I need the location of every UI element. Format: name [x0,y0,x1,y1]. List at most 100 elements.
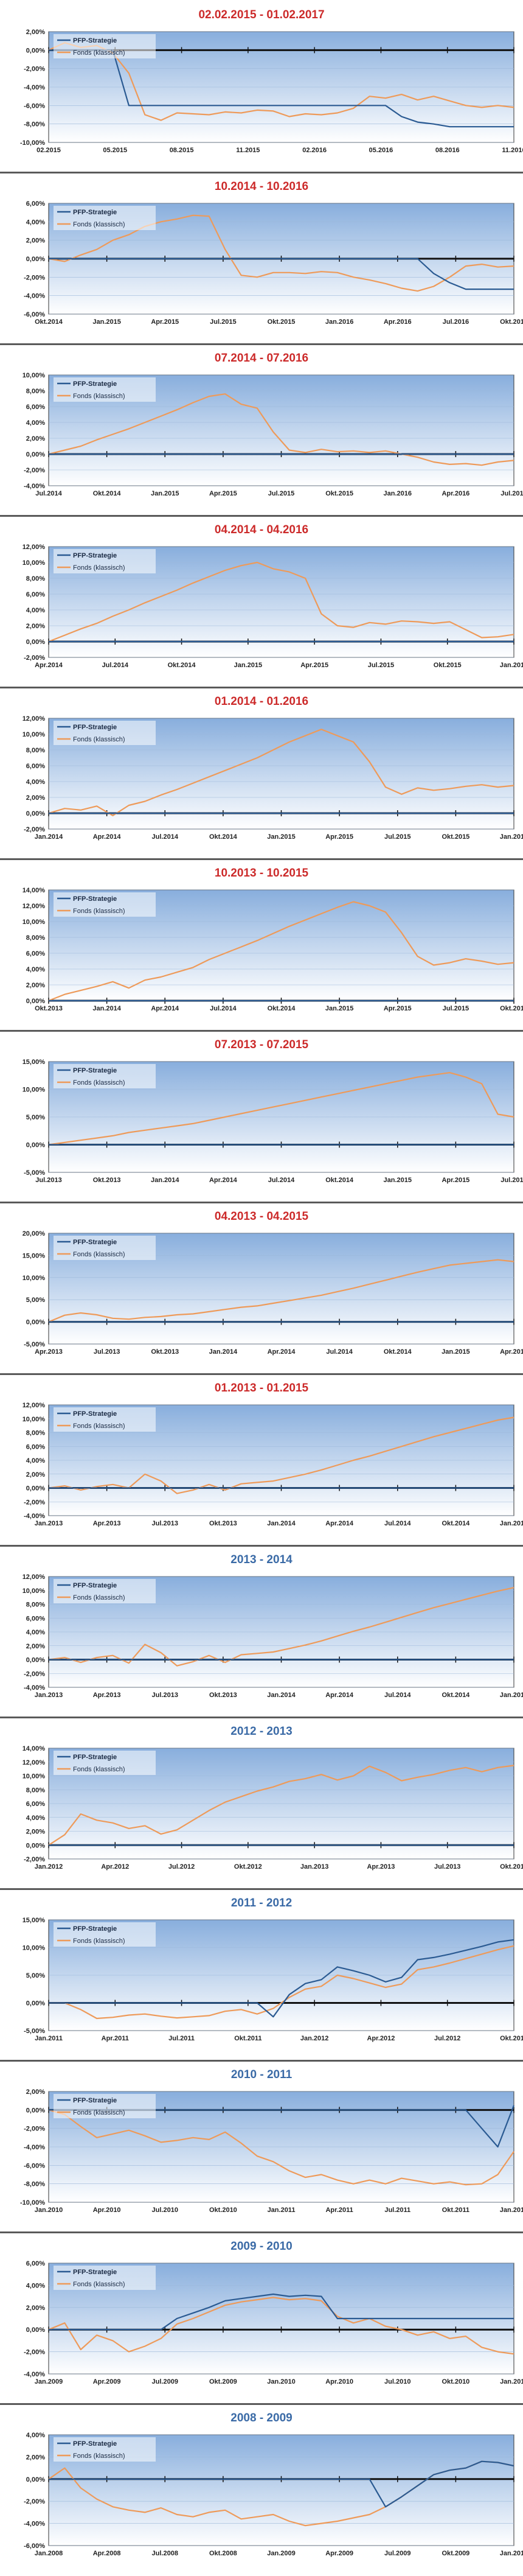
line-chart: 2,00% 0,00% -2,00% -4,00% -6,00% -8,00% -10,00… [20,2088,523,2214]
x-tick-label: Apr.2010 [93,2207,121,2214]
chart-panel: 2013 - 2014 12,00% 10,00% 8,00% 6,00% 4,00% 2,… [0,1545,523,1717]
x-tick-label: Okt.2014 [93,490,122,497]
chart-title: 01.2013 - 01.2015 [214,1382,309,1395]
chart-title: 2009 - 2010 [230,2240,293,2253]
x-tick-label: Jan.2012 [35,1863,63,1871]
legend-box [54,377,156,402]
chart-title: 10.2013 - 10.2015 [214,867,309,880]
y-tick-label: 10,00% [23,372,46,379]
x-tick-label: Jan.2008 [35,2550,63,2557]
line-chart: 12,00% 10,00% 8,00% 6,00% 4,00% 2,00% 0,00% -2,… [23,1402,523,1527]
y-tick-label: -4,00% [24,1684,45,1692]
x-tick-label: Apr.2011 [102,2035,129,2042]
y-tick-label: 6,00% [26,1443,45,1451]
line-chart: 10,00% 8,00% 6,00% 4,00% 2,00% 0,00% -2,00% -4,… [23,372,523,497]
y-tick-label: 10,00% [23,731,46,738]
y-tick-label: 10,00% [23,1945,46,1952]
x-tick-label: Jan.2013 [300,1863,328,1871]
x-tick-label: Apr.2012 [101,1863,129,1871]
x-tick-label: Jul.2014 [384,1520,411,1527]
legend-label-strategy: PFP-Strategie [73,2269,117,2276]
y-tick-label: -5,00% [24,1341,45,1348]
y-tick-label: 12,00% [23,715,46,723]
x-tick-label: Apr.2013 [35,1348,63,1356]
y-tick-label: 12,00% [23,1402,46,1409]
chart-panel: 10.2013 - 10.2015 14,00% 12,00% 10,00% 8,00%… [0,858,523,1030]
x-tick-label: Jan.2010 [500,2550,523,2557]
x-tick-label: Jul.2010 [152,2207,178,2214]
x-tick-label: Jul.2014 [102,662,129,669]
fund-series-line [48,901,514,1002]
chart-panel: 04.2014 - 04.2016 12,00% 10,00% 8,00% 6,00% 4… [0,515,523,687]
x-tick-label: Jan.2009 [267,2550,295,2557]
y-tick-label: 8,00% [26,1601,45,1609]
x-tick-label: Apr.2014 [268,1348,296,1356]
line-chart: 14,00% 12,00% 10,00% 8,00% 6,00% 4,00% 2,00% 0,… [23,887,523,1012]
fund-series-line [48,729,514,816]
chart-panel: 2011 - 2012 15,00% 10,00% 5,00% 0,00% -5,00% J… [0,1888,523,2060]
legend-label-strategy: PFP-Strategie [73,1582,117,1589]
chart-panel: 04.2013 - 04.2015 20,00% 15,00% 10,00% 5,00%… [0,1202,523,1373]
x-tick-label: Jan.2013 [35,1692,63,1699]
x-tick-label: Apr.2016 [384,318,412,326]
y-tick-label: 6,00% [26,591,45,598]
x-tick-label: Jan.2016 [500,833,523,841]
x-tick-label: Okt.2010 [442,2378,469,2385]
x-tick-label: Jul.2012 [168,1863,195,1871]
x-tick-label: 08.2015 [170,147,194,154]
y-tick-label: 8,00% [26,1787,45,1794]
legend-label-fund: Fonds (klassisch) [73,221,125,228]
y-tick-label: -4,00% [24,483,45,490]
line-chart: 6,00% 4,00% 2,00% 0,00% -2,00% -4,00%Jan.2009… [24,2260,523,2385]
y-tick-label: 8,00% [26,575,45,583]
x-tick-label: Apr.2009 [325,2550,353,2557]
x-tick-label: Apr.2016 [442,490,469,497]
y-tick-label: 12,00% [23,903,46,910]
legend-label-fund: Fonds (klassisch) [73,1251,125,1258]
y-tick-label: -6,00% [24,2162,45,2169]
legend: PFP-Strategie Fonds (klassisch) [54,2437,156,2462]
line-chart: 12,00% 10,00% 8,00% 6,00% 4,00% 2,00% 0,00% -2,… [23,1573,523,1699]
x-tick-label: Jul.2016 [443,318,469,326]
x-tick-label: Jan.2015 [500,1520,523,1527]
panel-separator [0,172,523,173]
legend-box [54,1579,156,1603]
legend-label-fund: Fonds (klassisch) [73,1937,125,1945]
x-tick-label: Apr.2014 [209,1177,238,1184]
y-tick-label: -4,00% [24,2521,45,2528]
x-tick-label: Jan.2014 [267,1520,296,1527]
y-tick-label: 2,00% [26,2454,45,2461]
legend-label-strategy: PFP-Strategie [73,1410,117,1418]
panel-separator [0,1545,523,1547]
x-tick-label: Jan.2014 [35,833,63,841]
x-tick-label: Jan.2010 [267,2378,295,2385]
y-tick-label: 4,00% [26,1629,45,1636]
x-tick-label: Okt.2010 [209,2207,237,2214]
legend-label-strategy: PFP-Strategie [73,1067,117,1074]
y-tick-label: -2,00% [24,274,45,281]
chart-title: 2008 - 2009 [230,2412,293,2424]
x-tick-label: Jul.2011 [168,2035,195,2042]
y-tick-label: 0,00% [26,451,45,458]
y-tick-label: 6,00% [26,404,45,411]
x-tick-label: Jul.2015 [384,833,410,841]
x-tick-label: Jul.2009 [384,2550,410,2557]
x-tick-label: Jan.2015 [92,318,120,326]
x-tick-label: Jul.2013 [152,1520,178,1527]
chart-title: 07.2014 - 07.2016 [214,352,309,365]
y-tick-label: 2,00% [26,2305,45,2312]
y-tick-label: -2,00% [24,826,45,833]
strategy-series-line [49,1939,514,2018]
y-tick-label: -2,00% [24,1670,45,1678]
x-tick-label: Jul.2011 [384,2207,410,2214]
fund-series-line [48,1765,514,1846]
x-tick-label: Jul.2015 [268,490,294,497]
x-tick-label: Apr.2011 [325,2207,353,2214]
x-tick-label: Jan.2012 [300,2035,328,2042]
x-tick-label: Okt.2013 [151,1348,179,1356]
y-tick-label: -2,00% [24,1856,45,1863]
panel-separator [0,1888,523,1890]
x-tick-label: Okt.2011 [442,2207,469,2214]
strategy-series-line [49,2460,514,2508]
